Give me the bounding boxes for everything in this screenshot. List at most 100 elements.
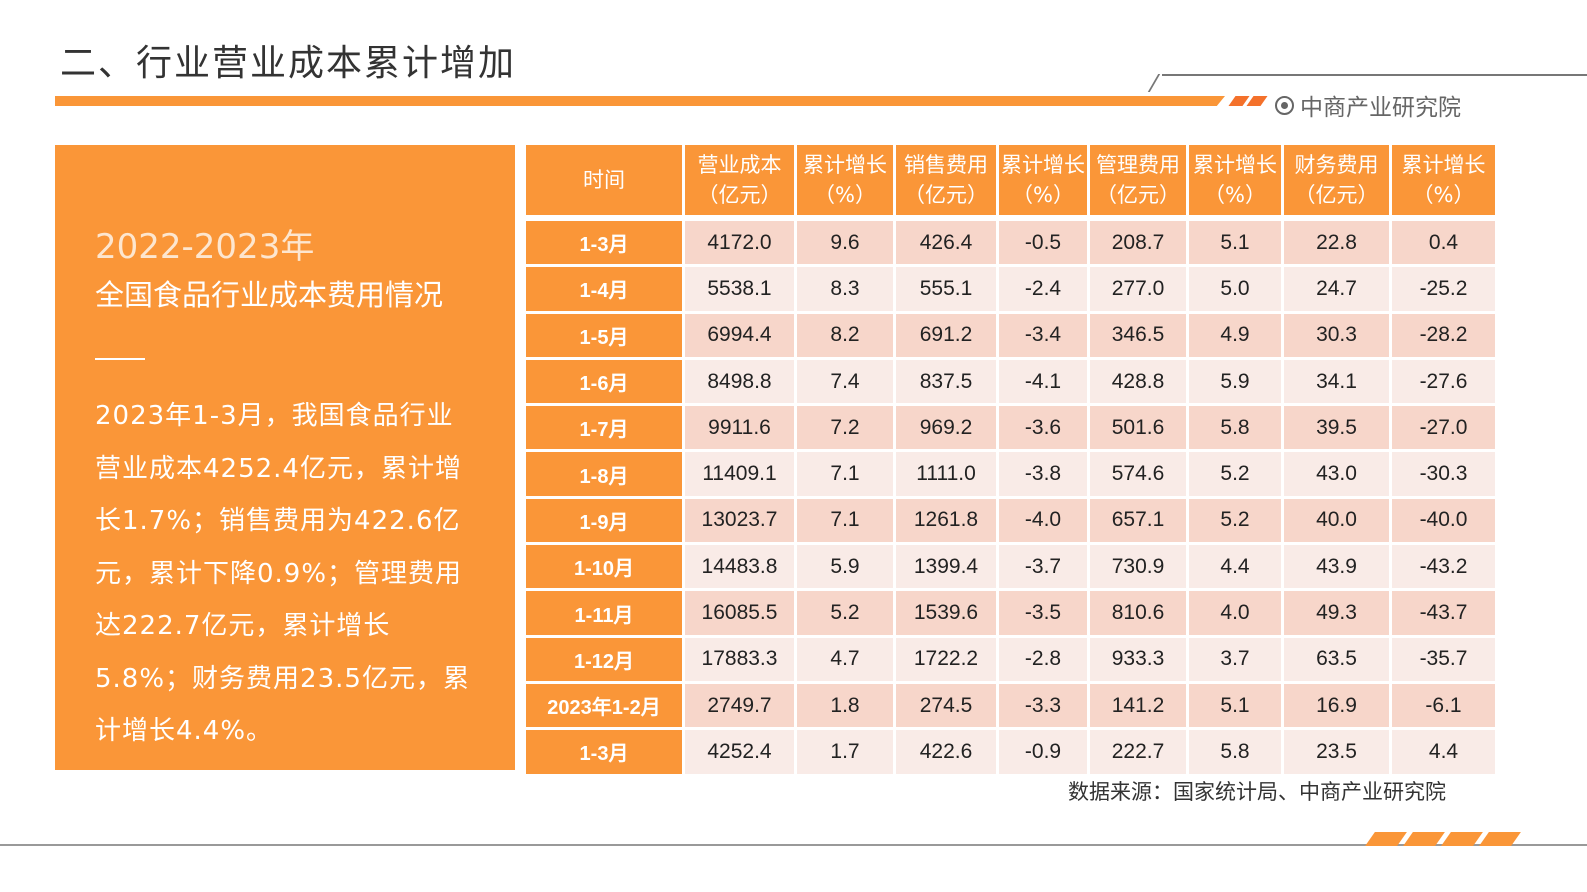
value-cell: 1.8 bbox=[797, 683, 893, 728]
value-cell: 23.5 bbox=[1284, 730, 1389, 774]
value-cell: 555.1 bbox=[896, 267, 996, 311]
period-cell: 1-4月 bbox=[526, 267, 682, 311]
value-cell: 208.7 bbox=[1090, 221, 1186, 265]
period-cell: 1-6月 bbox=[526, 359, 682, 404]
value-cell: 11409.1 bbox=[685, 452, 794, 496]
value-cell: -3.3 bbox=[999, 683, 1087, 728]
value-cell: -0.9 bbox=[999, 730, 1087, 774]
period-cell: 2023年1-2月 bbox=[526, 683, 682, 728]
value-cell: 34.1 bbox=[1284, 359, 1389, 404]
value-cell: 691.2 bbox=[896, 313, 996, 357]
value-cell: 933.3 bbox=[1090, 637, 1186, 681]
period-cell: 1-10月 bbox=[526, 545, 682, 589]
period-cell: 1-3月 bbox=[526, 221, 682, 265]
value-cell: 16.9 bbox=[1284, 683, 1389, 728]
divider bbox=[0, 844, 1587, 846]
table-header-row: 时间 营业成本 （亿元） 累计增长 （%） 销售费用 （亿元） 累计增长 （%） 管理费用 （亿元）… bbox=[526, 145, 1495, 215]
column-header: 累计增长 （%） bbox=[1392, 145, 1495, 215]
table-row: 1-3月 4252.4 1.7 422.6 -0.9 222.7 5.8 23.5 4.4 bbox=[526, 730, 1495, 774]
divider bbox=[95, 358, 145, 360]
column-header: 营业成本 （亿元） bbox=[685, 145, 794, 215]
value-cell: -0.5 bbox=[999, 221, 1087, 265]
value-cell: 422.6 bbox=[896, 730, 996, 774]
brand-logo: 中商产业研究院 bbox=[1275, 88, 1461, 122]
value-cell: -40.0 bbox=[1392, 498, 1495, 543]
period-cell: 1-12月 bbox=[526, 637, 682, 681]
column-header: 管理费用 （亿元） bbox=[1090, 145, 1186, 215]
title-underline-bar bbox=[55, 96, 1225, 106]
value-cell: 7.1 bbox=[797, 498, 893, 543]
summary-subtitle: 全国食品行业成本费用情况 bbox=[95, 278, 444, 312]
decor-stripe bbox=[1246, 96, 1268, 106]
value-cell: 5.1 bbox=[1189, 221, 1281, 265]
column-header: 销售费用 （亿元） bbox=[896, 145, 996, 215]
value-cell: 4.4 bbox=[1392, 730, 1495, 774]
value-cell: 13023.7 bbox=[685, 498, 794, 543]
value-cell: 49.3 bbox=[1284, 591, 1389, 635]
value-cell: 43.9 bbox=[1284, 545, 1389, 589]
table-row: 1-3月 4172.0 9.6 426.4 -0.5 208.7 5.1 22.8 0.4 bbox=[526, 221, 1495, 265]
period-cell: 1-9月 bbox=[526, 498, 682, 543]
summary-text: 2023年1-3月，我国食品行业营业成本4252.4亿元，累计增长1.7%；销售… bbox=[95, 401, 470, 746]
table-row: 1-10月 14483.8 5.9 1399.4 -3.7 730.9 4.4 43.9 -43… bbox=[526, 545, 1495, 589]
value-cell: 1399.4 bbox=[896, 545, 996, 589]
value-cell: 9.6 bbox=[797, 221, 893, 265]
value-cell: 1.7 bbox=[797, 730, 893, 774]
value-cell: -2.8 bbox=[999, 637, 1087, 681]
value-cell: 17883.3 bbox=[685, 637, 794, 681]
divider bbox=[1147, 74, 1161, 92]
value-cell: 4.7 bbox=[797, 637, 893, 681]
column-header: 累计增长 （%） bbox=[797, 145, 893, 215]
value-cell: -3.8 bbox=[999, 452, 1087, 496]
value-cell: 810.6 bbox=[1090, 591, 1186, 635]
value-cell: 574.6 bbox=[1090, 452, 1186, 496]
value-cell: -43.7 bbox=[1392, 591, 1495, 635]
value-cell: -3.6 bbox=[999, 406, 1087, 450]
value-cell: -35.7 bbox=[1392, 637, 1495, 681]
period-cell: 1-5月 bbox=[526, 313, 682, 357]
value-cell: 274.5 bbox=[896, 683, 996, 728]
table-row: 1-11月 16085.5 5.2 1539.6 -3.5 810.6 4.0 49.3 -43… bbox=[526, 591, 1495, 635]
value-cell: 277.0 bbox=[1090, 267, 1186, 311]
value-cell: 7.2 bbox=[797, 406, 893, 450]
column-header: 累计增长 （%） bbox=[999, 145, 1087, 215]
value-cell: 426.4 bbox=[896, 221, 996, 265]
column-header: 时间 bbox=[526, 145, 682, 215]
value-cell: 30.3 bbox=[1284, 313, 1389, 357]
value-cell: -27.0 bbox=[1392, 406, 1495, 450]
period-cell: 1-3月 bbox=[526, 730, 682, 774]
summary-year: 2022-2023年 bbox=[95, 227, 315, 267]
value-cell: 5.8 bbox=[1189, 730, 1281, 774]
table-row: 1-8月 11409.1 7.1 1111.0 -3.8 574.6 5.2 43.0 -30.… bbox=[526, 452, 1495, 496]
target-icon bbox=[1275, 95, 1294, 115]
column-header: 累计增长 （%） bbox=[1189, 145, 1281, 215]
value-cell: -4.1 bbox=[999, 359, 1087, 404]
value-cell: 5.2 bbox=[1189, 498, 1281, 543]
brand-name: 中商产业研究院 bbox=[1300, 95, 1461, 121]
table-row: 1-7月 9911.6 7.2 969.2 -3.6 501.6 5.8 39.5 -27.0 bbox=[526, 406, 1495, 450]
value-cell: 1261.8 bbox=[896, 498, 996, 543]
value-cell: -28.2 bbox=[1392, 313, 1495, 357]
period-cell: 1-7月 bbox=[526, 406, 682, 450]
value-cell: 969.2 bbox=[896, 406, 996, 450]
table-row: 1-4月 5538.1 8.3 555.1 -2.4 277.0 5.0 24.7 -25.2 bbox=[526, 267, 1495, 311]
divider bbox=[1162, 74, 1587, 76]
value-cell: 7.1 bbox=[797, 452, 893, 496]
value-cell: 1111.0 bbox=[896, 452, 996, 496]
period-cell: 1-8月 bbox=[526, 452, 682, 496]
value-cell: -43.2 bbox=[1392, 545, 1495, 589]
table-row: 1-5月 6994.4 8.2 691.2 -3.4 346.5 4.9 30.3 -28.2 bbox=[526, 313, 1495, 357]
value-cell: 428.8 bbox=[1090, 359, 1186, 404]
value-cell: 16085.5 bbox=[685, 591, 794, 635]
period-cell: 1-11月 bbox=[526, 591, 682, 635]
value-cell: 6994.4 bbox=[685, 313, 794, 357]
value-cell: -30.3 bbox=[1392, 452, 1495, 496]
value-cell: 39.5 bbox=[1284, 406, 1389, 450]
table-row: 2023年1-2月 2749.7 1.8 274.5 -3.3 141.2 5.1 16.9-… bbox=[526, 683, 1495, 728]
value-cell: 24.7 bbox=[1284, 267, 1389, 311]
value-cell: 0.4 bbox=[1392, 221, 1495, 265]
value-cell: 4.4 bbox=[1189, 545, 1281, 589]
value-cell: 3.7 bbox=[1189, 637, 1281, 681]
value-cell: -3.7 bbox=[999, 545, 1087, 589]
value-cell: 9911.6 bbox=[685, 406, 794, 450]
